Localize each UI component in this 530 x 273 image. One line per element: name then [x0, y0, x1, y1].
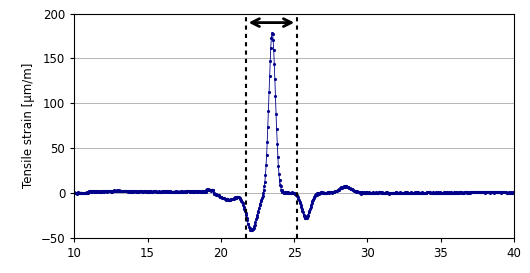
Y-axis label: Tensile strain [μm/m]: Tensile strain [μm/m] — [22, 63, 35, 188]
